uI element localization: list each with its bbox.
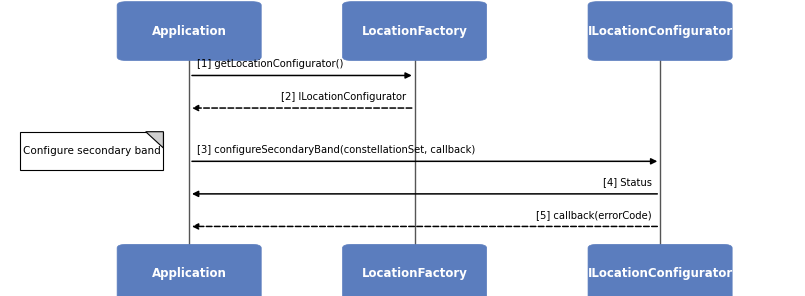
Text: Application: Application	[151, 25, 227, 38]
Text: LocationFactory: LocationFactory	[361, 25, 468, 38]
Text: ILocationConfigurator: ILocationConfigurator	[588, 267, 733, 280]
Text: [5] callback(errorCode): [5] callback(errorCode)	[536, 210, 652, 220]
Polygon shape	[146, 132, 163, 148]
FancyBboxPatch shape	[343, 244, 486, 296]
FancyBboxPatch shape	[588, 244, 733, 296]
Text: [2] ILocationConfigurator: [2] ILocationConfigurator	[282, 91, 407, 102]
Text: ILocationConfigurator: ILocationConfigurator	[588, 25, 733, 38]
Text: Application: Application	[151, 267, 227, 280]
Text: LocationFactory: LocationFactory	[361, 267, 468, 280]
FancyBboxPatch shape	[588, 2, 733, 61]
FancyBboxPatch shape	[117, 2, 261, 61]
FancyBboxPatch shape	[117, 244, 261, 296]
Text: [4] Status: [4] Status	[603, 177, 652, 187]
FancyBboxPatch shape	[343, 2, 486, 61]
Bar	[20, 132, 163, 170]
Text: [3] configureSecondaryBand(constellationSet, callback): [3] configureSecondaryBand(constellation…	[197, 145, 476, 155]
Text: [1] getLocationConfigurator(): [1] getLocationConfigurator()	[197, 59, 344, 69]
Text: Configure secondary band: Configure secondary band	[23, 146, 161, 156]
